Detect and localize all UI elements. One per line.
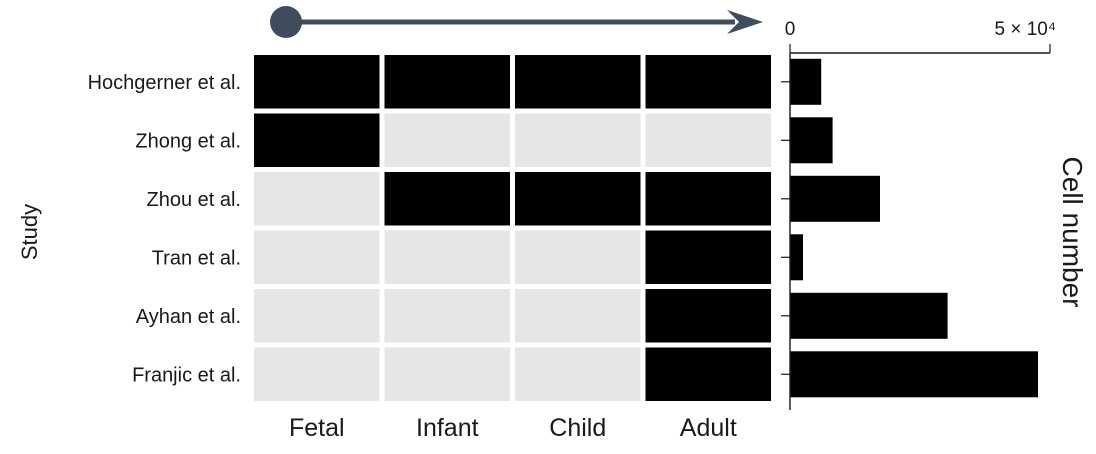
study-labels: Hochgerner et al. Zhong et al. Zhou et al.… [88,72,241,386]
row-label-3: Zhou et al. [146,189,241,211]
bar-6 [790,351,1038,398]
heatmap-cell-6-2 [384,347,510,401]
row-label-5: Ayhan et al. [136,306,241,328]
y-axis-label: Study [17,204,42,260]
heatmap-cell-4-1 [254,230,380,284]
column-label-1: Fetal [289,414,345,442]
cell-number-axis: 0 5 × 10⁴ [781,19,1056,410]
heatmap-cell-2-1 [254,113,380,167]
heatmap-cell-5-3 [515,289,641,343]
heatmap-cell-4-4 [645,230,771,284]
bar-2 [790,117,833,164]
row-label-1: Hochgerner et al. [88,72,241,94]
column-label-4: Adult [680,414,737,442]
heatmap-cell-6-4 [645,347,771,401]
heatmap-cell-1-4 [645,55,771,109]
age-progression-arrow [270,6,763,38]
row-label-4: Tran et al. [152,247,241,269]
heatmap-cell-5-1 [254,289,380,343]
heatmap-cell-2-2 [384,113,510,167]
row-label-2: Zhong et al. [135,130,241,152]
column-label-2: Infant [416,414,479,442]
arrow-head [727,10,763,34]
heatmap-cell-3-3 [515,172,641,226]
bar-4 [790,234,803,281]
x-tick-label-1: 0 [785,19,796,40]
heatmap-cell-1-2 [384,55,510,109]
bar-5 [790,292,948,339]
heatmap-cell-6-3 [515,347,641,401]
x-tick-label-2: 5 × 10⁴ [994,19,1056,40]
row-label-6: Franjic et al. [132,364,241,386]
x-axis-label: Cell number [1057,157,1088,308]
bar-3 [790,175,880,222]
cell-number-bars [790,58,1038,398]
heatmap-cell-5-2 [384,289,510,343]
heatmap-cell-3-2 [384,172,510,226]
heatmap-cell-6-1 [254,347,380,401]
heatmap-cell-3-4 [645,172,771,226]
heatmap-cell-2-4 [645,113,771,167]
age-heatmap [254,55,771,401]
heatmap-cell-3-1 [254,172,380,226]
heatmap-cell-4-3 [515,230,641,284]
age-labels: Fetal Infant Child Adult [289,414,737,442]
column-label-3: Child [549,414,606,442]
bar-1 [790,58,822,105]
heatmap-cell-5-4 [645,289,771,343]
arrow-origin-dot [270,6,302,38]
heatmap-cell-1-1 [254,55,380,109]
heatmap-cell-2-3 [515,113,641,167]
heatmap-cell-1-3 [515,55,641,109]
heatmap-cell-4-2 [384,230,510,284]
